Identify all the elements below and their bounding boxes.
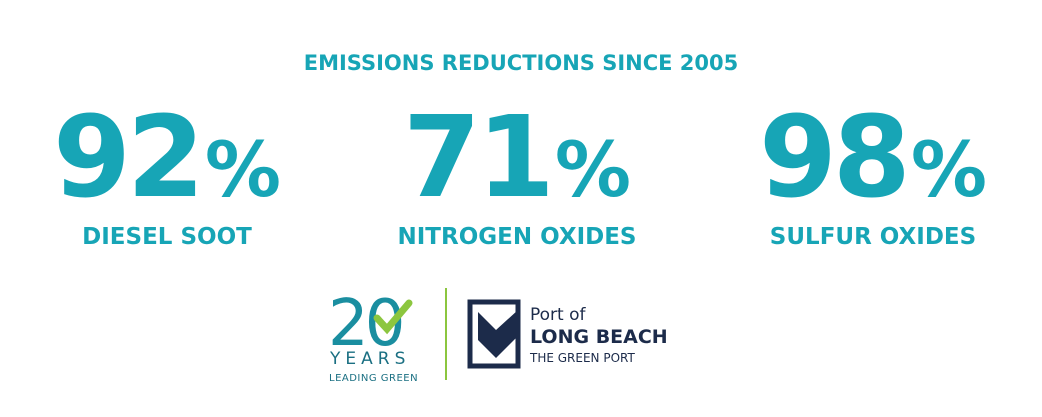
check-mark: [373, 299, 413, 335]
stat-label: NITROGEN OXIDES: [398, 224, 637, 250]
anniversary-word: YEARS: [329, 349, 410, 369]
anniversary-tagline: LEADING GREEN: [329, 373, 418, 384]
stat-unit: %: [911, 125, 987, 214]
stat-value: 71%: [403, 93, 631, 223]
title: EMISSIONS REDUCTIONS SINCE 2005: [304, 51, 738, 75]
stat-unit: %: [205, 125, 281, 214]
port-line2: LONG BEACH: [530, 326, 668, 348]
stat-number: 92: [53, 93, 201, 223]
port-logo: Port of LONG BEACH THE GREEN PORT: [467, 299, 668, 369]
anniversary-logo: 20 YEARS LEADING GREEN: [328, 287, 418, 384]
port-line3: THE GREEN PORT: [529, 351, 635, 365]
stat-label: SULFUR OXIDES: [770, 224, 976, 250]
stat-number: 71: [403, 93, 551, 223]
port-mark: [478, 310, 518, 358]
stat-label: DIESEL SOOT: [82, 224, 252, 250]
port-line1: Port of: [530, 305, 587, 325]
stat-number: 98: [759, 93, 907, 223]
stat-value: 98%: [759, 93, 987, 223]
stat-unit: %: [555, 125, 631, 214]
stat-value: 92%: [53, 93, 281, 223]
